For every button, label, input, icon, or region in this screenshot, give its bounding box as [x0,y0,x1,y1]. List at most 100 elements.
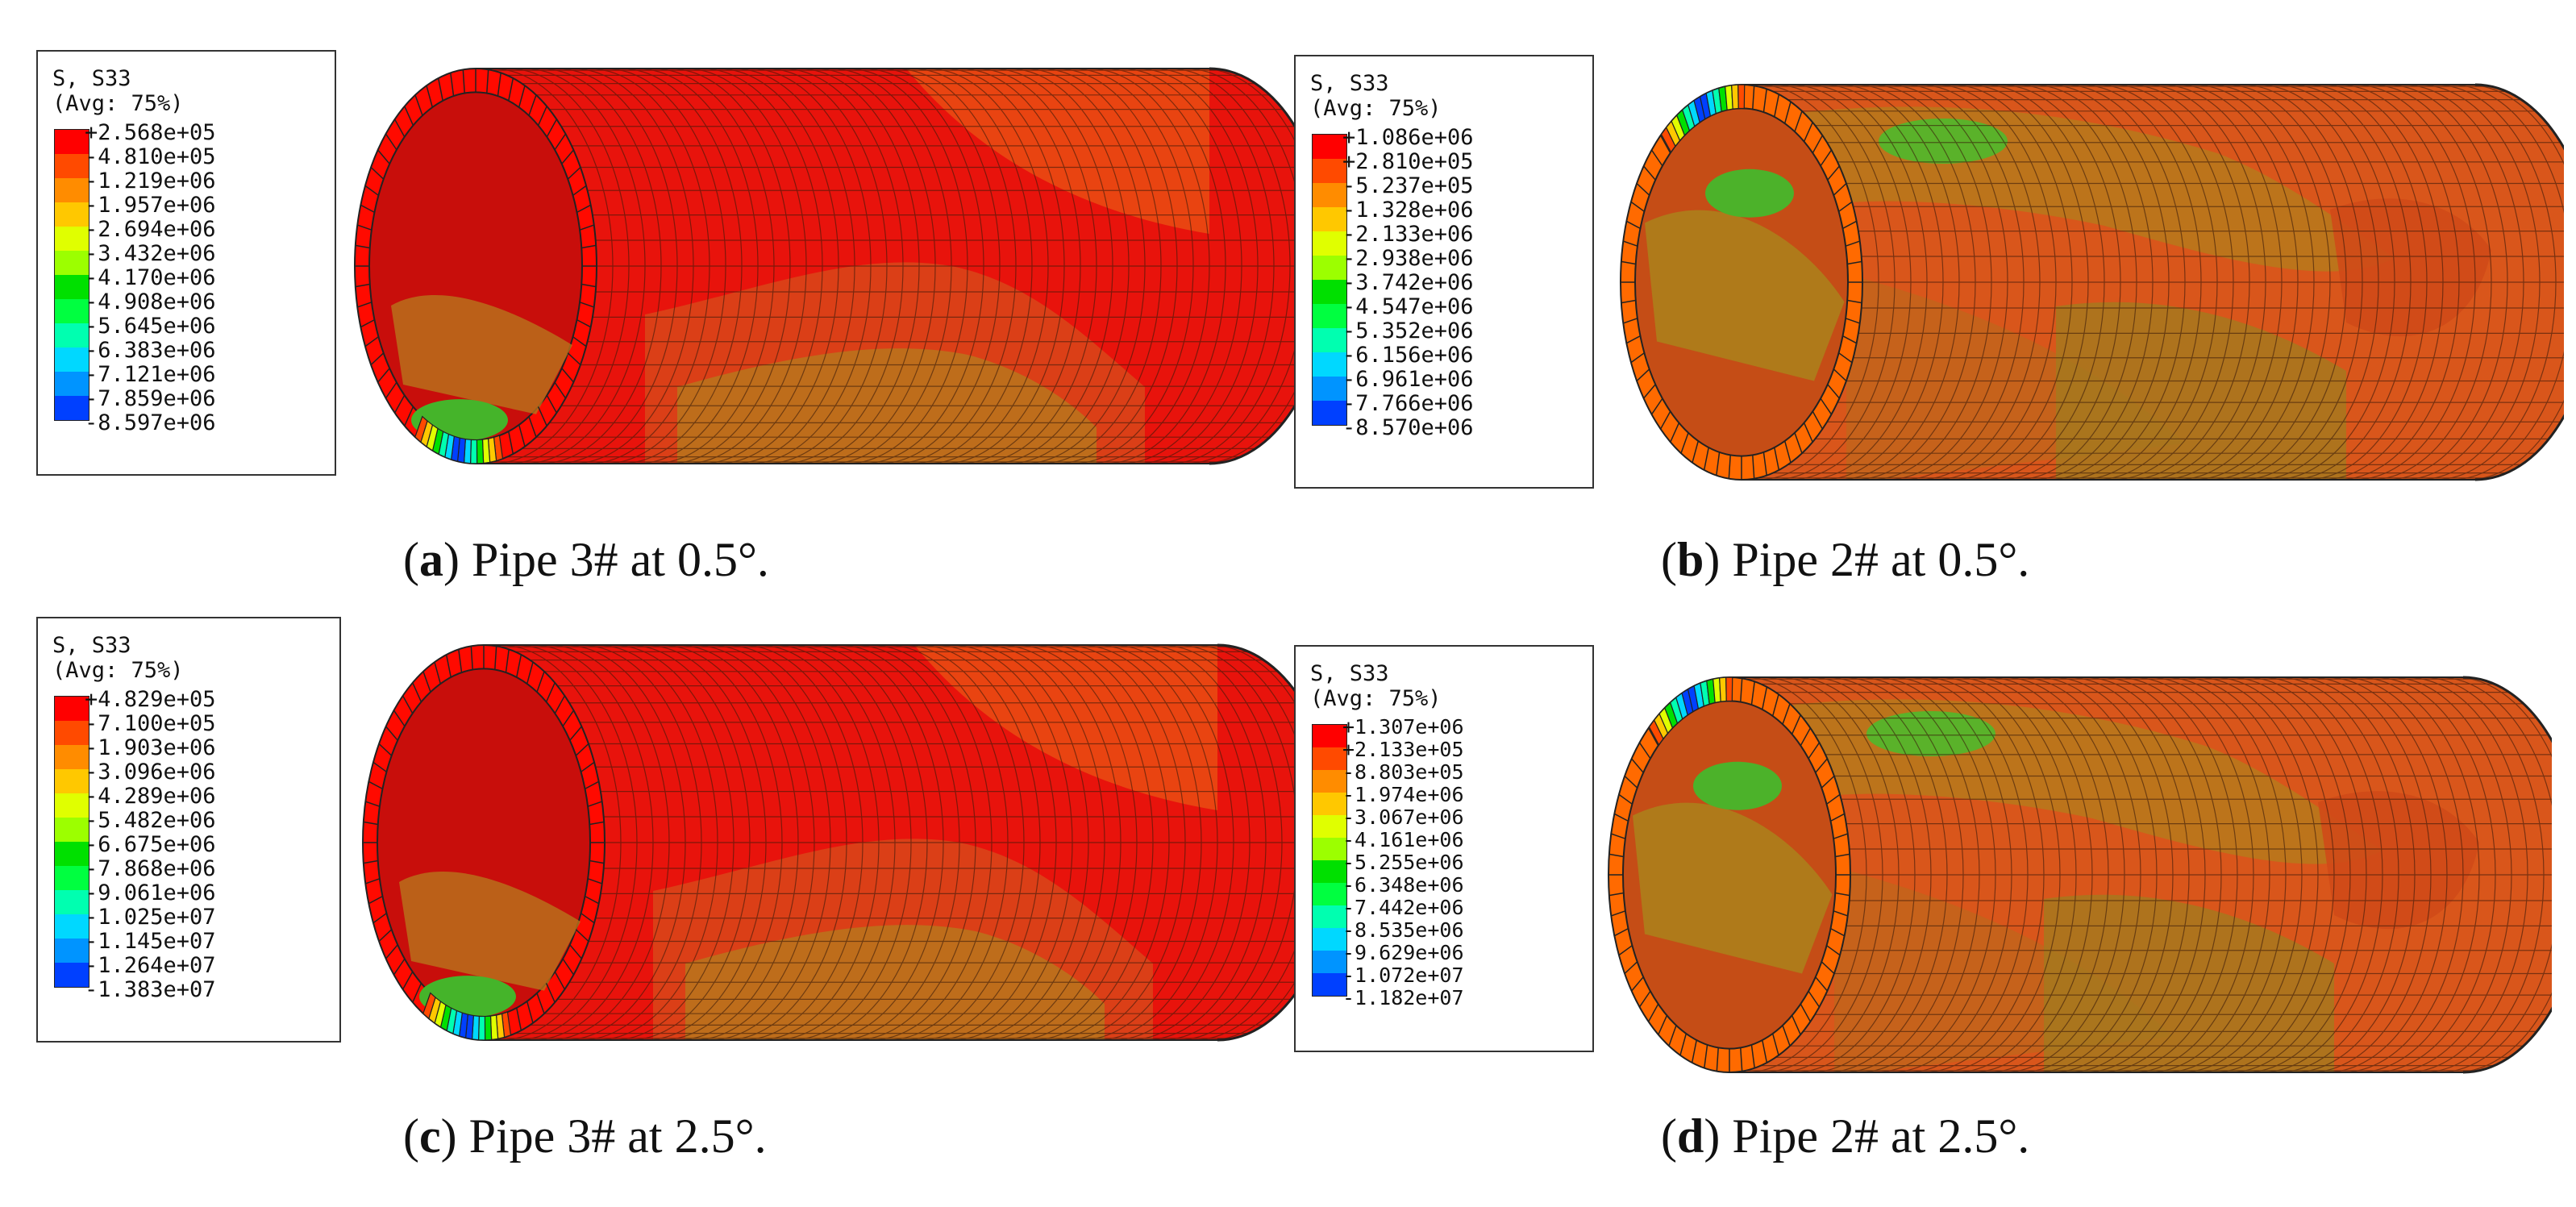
ring-element-edge [363,821,378,826]
ring-element-edge [554,133,567,151]
contour-zone [677,348,1097,464]
legend-swatch [55,721,89,745]
ring-element-edge [1750,681,1755,705]
legend-swatch [55,963,89,987]
ring-element-edge [561,149,574,164]
ring-element-edge [1833,833,1848,839]
mesh-line [2466,85,2564,480]
ring-element-edge [402,695,414,714]
ring-element-edge [576,204,592,214]
ring-element-edge [1750,1044,1755,1068]
ring-element-edge [546,394,558,414]
ring-element-edge [545,983,556,1003]
legend-swatch [1313,183,1346,207]
ring-element-edge [1621,299,1636,304]
pipe-model-d [1608,676,2552,1074]
ring-element-edge [1704,1044,1708,1068]
ring-element-edge [537,406,547,427]
ring-element-edge [364,336,379,348]
ring-elements [1621,85,1862,480]
legend-subtitle: (Avg: 75%) [52,91,184,116]
ring-element-edge [1624,775,1638,789]
ring-element-edge [1847,260,1862,265]
ring-element-edge [355,244,370,249]
caption-text: Pipe 3# at 0.5°. [459,533,769,586]
legend-swatch [55,323,89,348]
contour-zone [391,294,572,414]
ring-element-edge [1611,910,1626,917]
legend-value: -3.742e+06 [1342,270,1474,295]
legend-value: -8.803e+05 [1342,760,1464,784]
legend-d: S, S33 (Avg: 75%) +1.307e+06 +2.133e+05 -8… [1294,645,1594,1052]
legend-swatch [1313,328,1346,352]
legend-swatch [55,251,89,275]
stress-hotspot [1660,84,1746,153]
ring-element-edge [370,352,385,366]
ring-element-edge [1826,945,1841,956]
caption-text: Pipe 2# at 2.5°. [1720,1109,2030,1163]
ring-element-edge [1638,742,1651,760]
ring-element-edge [385,726,398,741]
ring-element-edge [1613,927,1629,937]
legend-value: +1.086e+06 [1342,125,1474,150]
ring-element-edge [1830,813,1846,822]
hotspot-element [1737,84,1746,110]
legend-swatch [55,793,89,818]
caption-text: Pipe 2# at 0.5°. [1720,533,2030,586]
legend-swatch [55,396,89,420]
hotspot-element [476,439,485,464]
ring-element-edge [505,649,510,673]
ring-element-edge [1782,1025,1791,1047]
ring-element-edge [589,821,605,826]
mesh-line [1184,69,1298,464]
pipe-end-outline [1217,643,1306,1042]
legend-value: -8.597e+06 [85,410,216,435]
ring-element-edge [562,710,575,727]
ring-element-edge [393,958,406,976]
ring-element-edge [1762,452,1767,476]
ring-element-edge [1830,927,1846,937]
ring-element-edge [1827,165,1840,181]
legend-swatch [1313,860,1346,883]
ring-element-edge [581,244,597,249]
ring-element-edge [1794,110,1803,132]
ring-element-edge [357,302,372,308]
caption-letter: b [1676,533,1704,586]
caption-letter: c [418,1109,441,1163]
legend-value: -1.328e+06 [1342,198,1474,223]
ring-element-edge [1774,447,1780,471]
ring-element-edge [1613,813,1629,822]
legend-value: -7.868e+06 [85,856,216,881]
legend-subtitle: (Avg: 75%) [1310,96,1442,121]
legend-swatch [55,348,89,372]
legend-swatch [1313,793,1346,815]
legend-swatch [1313,401,1346,425]
ring-element-edge [1670,422,1680,443]
ring-element-edge [572,336,587,348]
ring-element-edge [378,929,393,943]
ring-element-edge [589,859,605,864]
ring-element-edge [393,710,406,727]
legend-value: -1.182e+07 [1342,986,1464,1009]
ring-element-edge [1658,1015,1668,1035]
ring-element-edge [377,149,390,164]
ring-element-edge [576,318,592,328]
caption-text: Pipe 3# at 2.5°. [456,1109,767,1163]
ring-element-edge [1808,742,1821,760]
legend-subtitle: (Avg: 75%) [52,658,184,683]
legend-value: -6.348e+06 [1342,873,1464,897]
ring-element-edge [1783,440,1792,464]
ring-element-edge [1621,260,1636,265]
ring-element-edge [569,726,582,741]
mesh-grid [1742,85,2564,480]
ring-element-edge [1636,182,1650,196]
legend-value: -7.100e+05 [85,711,216,736]
ring-element-edge [585,780,600,790]
mesh-line [1201,69,1298,464]
legend-value: -5.255e+06 [1342,851,1464,874]
hotspot-element [484,1015,493,1041]
legend-swatch [1313,973,1346,996]
ring-element-edge [1630,201,1645,212]
ring-element-edge [508,77,514,102]
legend-swatch [55,130,89,154]
